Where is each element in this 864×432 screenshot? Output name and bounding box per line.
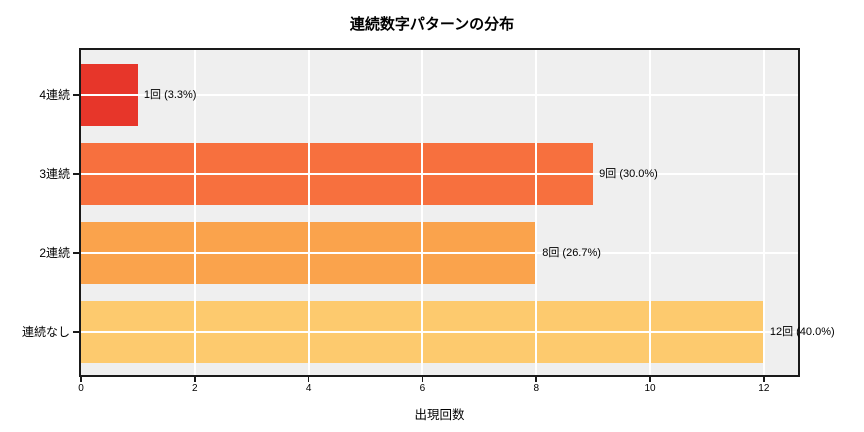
gridline-horizontal — [81, 173, 798, 175]
bar-value-label: 9回 (30.0%) — [599, 168, 658, 180]
x-tick-label: 4 — [305, 383, 312, 394]
bar-value-label: 8回 (26.7%) — [542, 247, 601, 259]
gridline-horizontal — [81, 252, 798, 254]
gridline-vertical — [193, 50, 196, 375]
y-tick-mark — [73, 331, 79, 333]
y-tick-label: 3連続 — [39, 167, 70, 181]
x-tick-label: 0 — [78, 383, 84, 394]
y-tick-label: 2連続 — [39, 246, 70, 260]
x-tick-mark — [421, 377, 424, 382]
x-tick-mark — [80, 377, 82, 382]
y-tick-mark — [73, 173, 79, 175]
bar-value-label: 12回 (40.0%) — [769, 326, 835, 338]
x-tick-label: 8 — [533, 383, 540, 394]
y-tick-label: 連続なし — [21, 325, 70, 339]
x-tick-label: 6 — [419, 383, 426, 394]
x-tick-label: 12 — [758, 383, 770, 394]
y-tick-mark — [73, 252, 79, 254]
gridline-vertical — [762, 50, 765, 375]
bar-value-label: 1回 (3.3%) — [143, 89, 197, 101]
gridline-vertical — [307, 50, 310, 375]
x-axis-label: 出現回数 — [414, 408, 465, 422]
gridline-vertical — [535, 50, 538, 375]
y-tick-label: 4連続 — [39, 88, 70, 102]
x-tick-mark — [194, 377, 196, 382]
x-tick-mark — [535, 377, 537, 382]
chart-title: 連続数字パターンの分布 — [349, 16, 515, 33]
gridline-horizontal — [81, 331, 798, 333]
plot-area — [79, 48, 800, 377]
gridline-vertical — [421, 50, 424, 375]
x-tick-mark — [649, 377, 651, 382]
x-tick-label: 10 — [644, 383, 656, 394]
gridline-vertical — [649, 50, 652, 375]
x-tick-label: 2 — [192, 383, 198, 394]
x-tick-mark — [763, 377, 765, 382]
y-tick-mark — [73, 94, 79, 96]
x-tick-mark — [307, 377, 310, 382]
gridline-horizontal — [81, 94, 798, 96]
